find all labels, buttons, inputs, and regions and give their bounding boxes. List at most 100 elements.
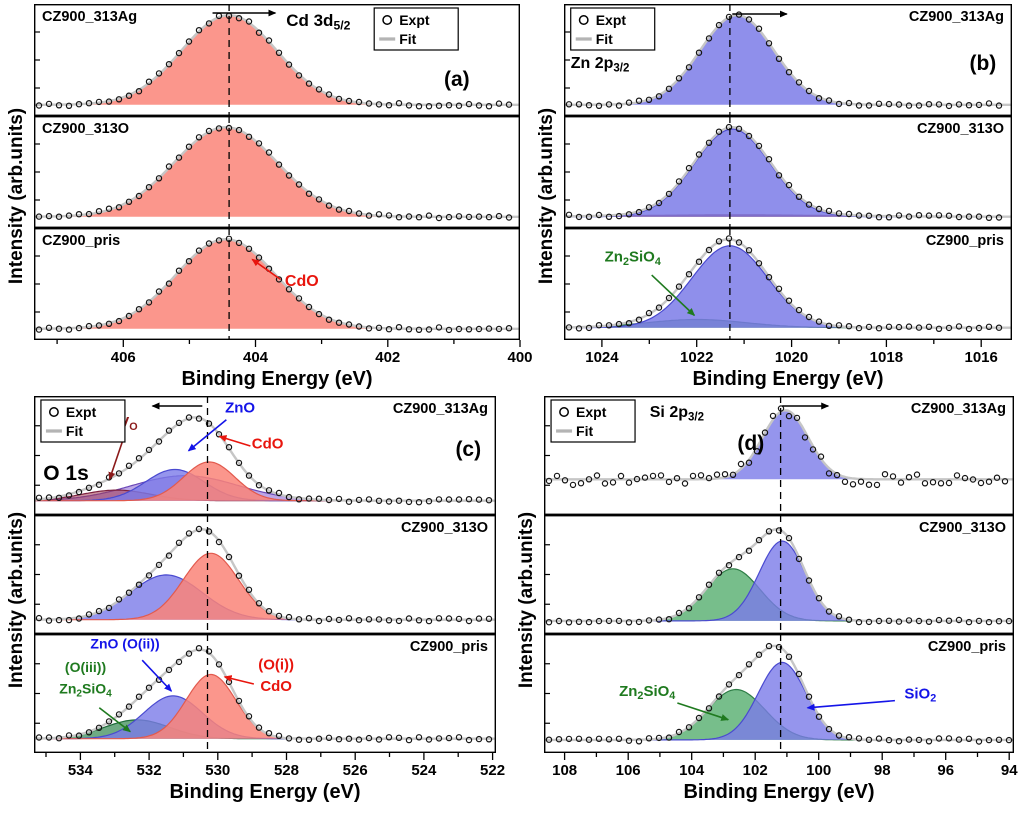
annotation: Zn2SiO4 <box>605 249 661 268</box>
x-axis-c: 522 524 526 528 530 532 534 <box>34 753 505 780</box>
sample-label: CZ900_pris <box>42 233 120 249</box>
sample-label: CZ900_313O <box>919 520 1006 536</box>
y-axis-title-text-d: Intensity (arb.units) <box>516 511 537 688</box>
subpanel-b-CZ900_313Ag: CZ900_313Ag Expt Fit Zn 2p3/2 (b) <box>564 4 1012 116</box>
legend-expt-label: Expt <box>576 404 607 420</box>
arrow <box>98 707 131 733</box>
x-tick-label: 404 <box>243 349 269 366</box>
panel-tag: (a) <box>444 68 470 91</box>
sample-label: CZ900_313O <box>42 121 129 137</box>
subpanel-a-CZ900_pris: CZ900_pris CdO <box>34 228 520 340</box>
legend-fit-label: Fit <box>596 31 613 47</box>
expt-points <box>545 527 1013 626</box>
legend: Expt Fit <box>373 7 459 51</box>
x-tick-label: 96 <box>937 762 954 779</box>
arrow <box>108 438 125 481</box>
x-tick-label: 94 <box>1001 762 1018 779</box>
x-axis-title-c: Binding Energy (eV) <box>169 781 361 803</box>
x-tick-label: 1022 <box>680 349 713 366</box>
x-tick-label: 406 <box>111 349 136 366</box>
arrow <box>187 419 227 452</box>
expt-points <box>35 235 513 334</box>
expt-points <box>35 12 513 110</box>
component-area-CdO <box>34 127 520 217</box>
legend-expt-label: Expt <box>66 404 97 420</box>
sample-label: CZ900_pris <box>926 233 1004 249</box>
legend: Expt Fit <box>570 7 656 51</box>
x-axis-b: 1016 1018 1020 1022 1024 <box>564 340 1012 367</box>
plot-area-a: CZ900_313Ag Expt Fit Cd 3d5/2 (a) CZ900_313O C… <box>34 4 533 367</box>
x-axis-title-a: Binding Energy (eV) <box>181 368 373 390</box>
x-tick-label: 528 <box>274 762 299 779</box>
x-tick-label: 100 <box>806 762 831 779</box>
component-area-ZnO <box>34 469 496 501</box>
annotation: (O(iii)) <box>65 659 106 675</box>
x-tick-label: 1024 <box>585 349 619 366</box>
arrow <box>218 435 251 447</box>
annotation: CdO <box>285 273 319 290</box>
species-label: Si 2p3/2 <box>650 404 704 424</box>
panel-b: Intensity (arb.units) CZ900_313Ag Expt Fit… <box>530 0 1024 392</box>
species-label: Cd 3d5/2 <box>286 11 350 33</box>
sample-label: CZ900_313O <box>917 121 1004 137</box>
y-axis-title-a: Intensity (arb.units) <box>0 0 34 392</box>
x-tick-label: 522 <box>480 762 505 779</box>
species-label: Zn 2p3/2 <box>571 55 630 75</box>
x-tick-label: 104 <box>679 762 705 779</box>
annotation: ZnO (O(ii)) <box>90 635 159 651</box>
annotation: ZnO <box>225 400 255 417</box>
x-tick-label: 106 <box>616 762 641 779</box>
plot-area-c: CZ900_313AgVOZnOCdOExptFitO 1s(c)CZ900_3… <box>34 396 505 780</box>
x-tick-label: 532 <box>137 762 162 779</box>
component-area-CdO <box>34 15 520 105</box>
annotation: CdO <box>260 678 292 695</box>
sample-label: CZ900_313Ag <box>393 401 488 417</box>
annotation: (O(i)) <box>258 657 294 674</box>
expt-marker-icon <box>578 15 589 25</box>
fit-line <box>564 237 1012 329</box>
subpanel-b-CZ900_pris: CZ900_pris Zn2SiO4 <box>564 228 1012 340</box>
x-tick-label: 534 <box>68 762 94 779</box>
expt-points <box>545 642 1013 745</box>
expt-points <box>565 235 1003 333</box>
sample-label: CZ900_313Ag <box>911 401 1006 417</box>
expt-marker-icon <box>48 407 59 417</box>
panel-tag: (d) <box>737 432 764 455</box>
panel-c: Intensity (arb.units) CZ900_313AgVOZnOCd… <box>0 392 510 807</box>
arrow <box>141 659 173 692</box>
legend-expt-label: Expt <box>596 12 627 28</box>
subpanel-d-CZ900_313O: CZ900_313O <box>544 515 1014 634</box>
panel-d: Intensity (arb.units) CZ900_313Ag Expt Fit… <box>510 392 1024 807</box>
panel-a: Intensity (arb.units) CZ900_313Ag Expt Fit… <box>0 0 533 392</box>
subpanel-a-CZ900_313O: CZ900_313O <box>34 116 520 228</box>
expt-marker-icon <box>559 407 569 417</box>
component-area-SiO2 <box>544 410 1014 480</box>
arrow <box>223 675 255 685</box>
legend: Expt Fit <box>40 399 126 443</box>
y-axis-title-text-a: Intensity (arb.units) <box>6 107 27 285</box>
x-tick-label: 402 <box>375 349 400 366</box>
fit-line <box>544 409 1014 481</box>
x-tick-label: 524 <box>411 762 437 779</box>
x-tick-label: 98 <box>874 762 891 779</box>
x-axis-title-b: Binding Energy (eV) <box>692 368 884 390</box>
x-tick-label: 526 <box>343 762 368 779</box>
subpanel-c-CZ900_313O: CZ900_313O <box>34 515 496 634</box>
legend-expt-label: Expt <box>399 12 430 28</box>
subpanel-d-CZ900_313Ag: CZ900_313Ag Expt Fit Si 2p3/2 (d) <box>544 396 1014 515</box>
legend-fit-label: Fit <box>399 31 416 47</box>
x-tick-label: 1018 <box>870 349 903 366</box>
expt-points <box>35 414 493 506</box>
fit-line <box>544 644 1014 742</box>
annotation: Zn2SiO4 <box>59 681 112 700</box>
legend-fit-label: Fit <box>66 423 83 439</box>
y-axis-title-text-c: Intensity (arb.units) <box>6 511 27 688</box>
x-tick-label: 108 <box>552 762 577 779</box>
subpanel-a-CZ900_313Ag: CZ900_313Ag Expt Fit Cd 3d5/2 (a) <box>34 4 520 116</box>
arrow <box>677 702 730 721</box>
x-tick-label: 1020 <box>775 349 808 366</box>
x-tick-label: 530 <box>205 762 230 779</box>
annotation: Zn2SiO4 <box>619 683 675 702</box>
sample-label: CZ900_pris <box>410 639 488 655</box>
